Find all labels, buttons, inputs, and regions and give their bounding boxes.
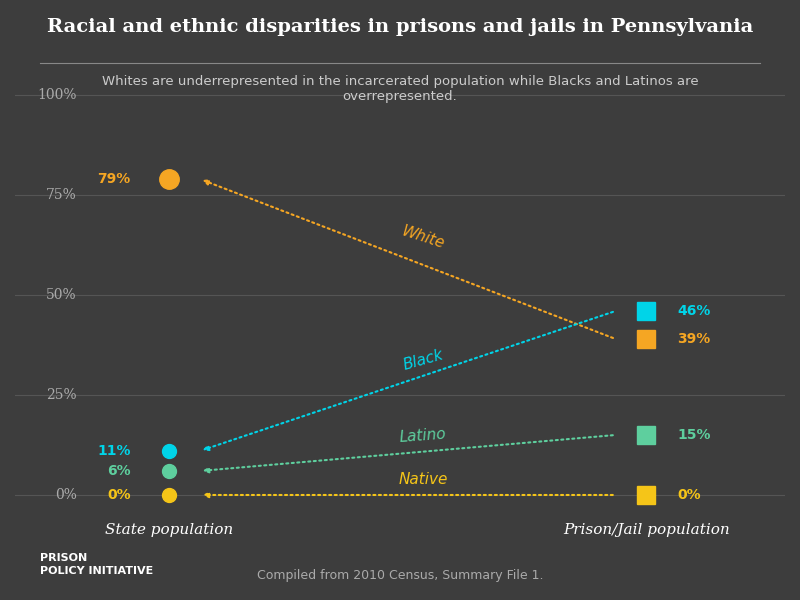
Text: 75%: 75% [46,188,77,202]
Text: 25%: 25% [46,388,77,402]
Text: White: White [400,223,446,251]
Text: State population: State population [105,523,233,537]
Text: Prison/Jail population: Prison/Jail population [563,523,730,537]
Text: 0%: 0% [54,488,77,502]
Text: 100%: 100% [37,88,77,102]
Text: Compiled from 2010 Census, Summary File 1.: Compiled from 2010 Census, Summary File … [257,569,543,582]
Text: 46%: 46% [677,304,710,318]
Text: 50%: 50% [46,288,77,302]
Text: Native: Native [398,472,448,487]
Text: 39%: 39% [677,332,710,346]
Text: Racial and ethnic disparities in prisons and jails in Pennsylvania: Racial and ethnic disparities in prisons… [47,18,753,36]
Text: Black: Black [401,347,445,373]
Text: 79%: 79% [98,172,130,186]
Text: 6%: 6% [107,464,130,478]
Text: 0%: 0% [107,488,130,502]
Text: 15%: 15% [677,428,710,442]
Text: Latino: Latino [399,427,447,445]
Text: PRISON
POLICY INITIATIVE: PRISON POLICY INITIATIVE [40,553,154,576]
Text: Whites are underrepresented in the incarcerated population while Blacks and Lati: Whites are underrepresented in the incar… [102,75,698,103]
Text: 11%: 11% [97,444,130,458]
Text: 0%: 0% [677,488,701,502]
